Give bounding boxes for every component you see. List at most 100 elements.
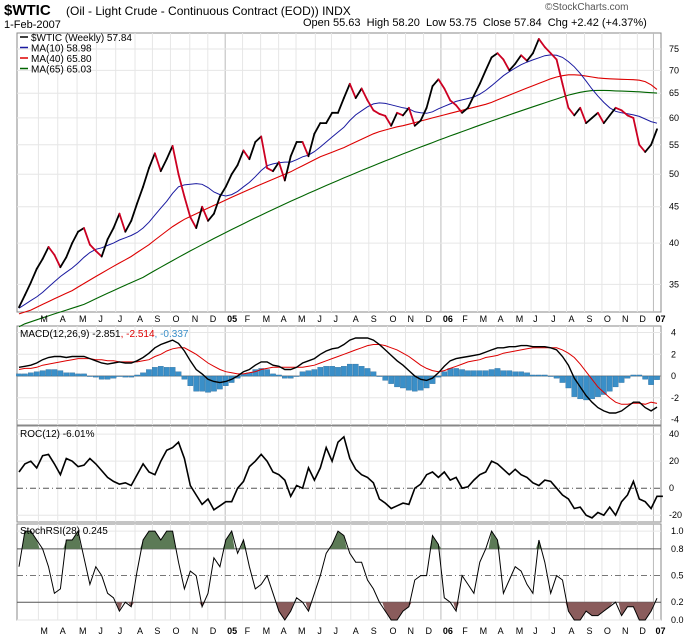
price-segment xyxy=(472,82,481,97)
macd-histogram-bar xyxy=(104,375,111,380)
price-segment xyxy=(118,212,127,233)
price-segment xyxy=(124,219,133,233)
macd-histogram-bar xyxy=(488,369,495,377)
stoch-tick-label: 0.8 xyxy=(671,544,684,554)
stoch-oversold-fill xyxy=(305,602,312,612)
price-segment xyxy=(236,149,245,166)
x-axis-label-bottom: A xyxy=(137,626,143,636)
x-axis-label-bottom: O xyxy=(172,626,179,636)
stoch-oversold-fill xyxy=(276,602,294,620)
price-tick-label: 65 xyxy=(669,88,679,98)
macd-histogram-bar xyxy=(282,375,288,379)
macd-histogram-bar xyxy=(624,375,631,379)
x-axis-label-top: J xyxy=(533,314,538,324)
x-axis-label-top: O xyxy=(172,314,179,324)
macd-histogram-bar xyxy=(411,375,418,392)
stoch-overbought-fill xyxy=(140,531,176,549)
price-segment xyxy=(136,185,144,205)
price-segment xyxy=(83,227,91,246)
macd-histogram-bar xyxy=(16,373,22,377)
macd-histogram-bar xyxy=(364,368,371,377)
x-axis-label-bottom: O xyxy=(389,626,396,636)
ohlc-summary: Open 55.63 High 58.20 Low 53.75 Close 57… xyxy=(303,17,647,29)
x-axis-label-top: S xyxy=(154,314,160,324)
price-segment xyxy=(94,250,103,258)
x-axis-label-bottom: M xyxy=(79,626,87,636)
price-segment xyxy=(632,117,641,146)
chart-symbol: $WTIC xyxy=(4,2,51,19)
macd-histogram-bar xyxy=(459,369,465,377)
price-segment xyxy=(591,111,599,119)
x-axis-label-top: A xyxy=(137,314,143,324)
macd-histogram-bar xyxy=(636,374,643,377)
legend-label-ma10: MA(10) 58.98 xyxy=(31,44,92,55)
price-segment xyxy=(183,195,192,219)
macd-tick-label: 0 xyxy=(671,371,676,381)
macd-value-signal: , -2.514 xyxy=(121,329,155,340)
price-segment xyxy=(372,109,381,115)
price-segment xyxy=(254,135,263,143)
price-segment xyxy=(301,141,310,158)
x-axis-label-top: J xyxy=(551,314,556,324)
x-axis-label-bottom: 06 xyxy=(443,626,453,636)
macd-histogram-bar xyxy=(335,367,341,377)
price-segment xyxy=(532,38,540,55)
price-segment xyxy=(171,145,180,176)
macd-histogram-bar xyxy=(323,366,329,377)
price-segment xyxy=(567,106,576,117)
price-segment xyxy=(602,114,611,125)
macd-histogram-bar xyxy=(618,375,625,383)
price-segment xyxy=(307,132,316,158)
price-segment xyxy=(18,294,26,309)
macd-histogram-bar xyxy=(140,372,146,377)
price-segment xyxy=(502,58,511,72)
price-segment xyxy=(272,161,280,173)
price-segment xyxy=(431,78,440,88)
price-segment xyxy=(620,109,629,117)
roc-tick-label: -20 xyxy=(669,510,682,520)
macd-histogram-bar xyxy=(370,371,377,377)
x-axis-label-top: O xyxy=(389,314,396,324)
price-segment xyxy=(402,106,410,117)
price-segment xyxy=(77,227,85,233)
price-segment xyxy=(384,114,393,127)
high-label: High xyxy=(366,17,390,29)
price-segment xyxy=(537,38,546,48)
price-segment xyxy=(644,143,652,153)
macd-histogram-bar xyxy=(341,366,347,377)
x-axis-label-top: M xyxy=(263,314,271,324)
x-axis-label-top: M xyxy=(480,314,488,324)
price-segment xyxy=(390,111,398,127)
macd-histogram-bar xyxy=(211,375,217,392)
price-segment xyxy=(283,155,292,182)
price-segment xyxy=(407,106,416,127)
x-axis-label-bottom: 07 xyxy=(655,626,665,636)
x-axis-label-top: O xyxy=(604,314,611,324)
x-axis-label-top: D xyxy=(426,314,433,324)
price-segment xyxy=(514,54,523,65)
price-segment xyxy=(159,158,168,173)
macd-histogram-bar xyxy=(276,374,282,377)
price-segment xyxy=(650,128,658,146)
macd-histogram-bar xyxy=(181,375,188,380)
macd-value-macd: -2.851 xyxy=(92,329,121,340)
x-axis-label-top: F xyxy=(245,314,251,324)
stockcharts-watermark: ©StockCharts.com xyxy=(545,2,629,13)
price-segment xyxy=(555,58,564,85)
macd-histogram-bar xyxy=(630,374,637,377)
price-segment xyxy=(425,85,434,109)
roc-tick-label: 40 xyxy=(669,429,679,439)
legend-label-price: $WTIC (Weekly) 57.84 xyxy=(31,33,132,44)
price-segment xyxy=(248,141,257,161)
ma10-line xyxy=(18,54,658,309)
high-value: 58.20 xyxy=(392,17,420,29)
x-axis-label-top: F xyxy=(462,314,468,324)
price-segment xyxy=(449,99,458,107)
x-axis-label-top: M xyxy=(298,314,306,324)
x-axis-label-top: N xyxy=(408,314,415,324)
price-segment xyxy=(142,167,150,188)
macd-histogram-bar xyxy=(110,375,117,379)
macd-histogram-bar xyxy=(258,368,265,377)
x-axis-label-bottom: J xyxy=(551,626,556,636)
x-axis-label-bottom: D xyxy=(639,626,646,636)
